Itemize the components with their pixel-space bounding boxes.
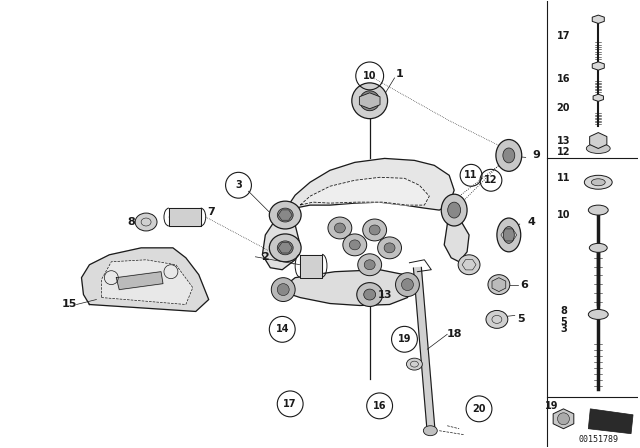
Text: 8: 8 — [560, 306, 567, 316]
Text: 13: 13 — [378, 289, 392, 300]
Ellipse shape — [369, 225, 380, 235]
Ellipse shape — [503, 148, 515, 163]
Circle shape — [401, 279, 413, 291]
Ellipse shape — [277, 241, 293, 255]
Ellipse shape — [269, 201, 301, 229]
Text: 1: 1 — [396, 69, 403, 79]
Ellipse shape — [358, 254, 381, 276]
Text: 6: 6 — [520, 280, 527, 289]
Ellipse shape — [349, 240, 360, 250]
Text: 16: 16 — [373, 401, 387, 411]
Circle shape — [277, 284, 289, 296]
Ellipse shape — [588, 310, 608, 319]
Ellipse shape — [364, 260, 375, 270]
Polygon shape — [588, 409, 633, 434]
Text: 13: 13 — [557, 136, 570, 146]
Polygon shape — [592, 15, 604, 23]
Polygon shape — [116, 271, 163, 289]
Text: 14: 14 — [275, 324, 289, 334]
Text: 9: 9 — [532, 151, 541, 160]
Polygon shape — [589, 133, 607, 148]
Polygon shape — [360, 93, 380, 109]
Ellipse shape — [591, 179, 605, 186]
Polygon shape — [592, 62, 604, 70]
Text: 11: 11 — [557, 173, 570, 183]
Text: 20: 20 — [472, 404, 486, 414]
Ellipse shape — [343, 234, 367, 256]
Ellipse shape — [448, 202, 461, 218]
Ellipse shape — [277, 208, 293, 222]
Polygon shape — [101, 260, 193, 305]
Polygon shape — [593, 94, 604, 101]
Ellipse shape — [356, 283, 383, 306]
Ellipse shape — [269, 234, 301, 262]
Text: 17: 17 — [284, 399, 297, 409]
Text: 00151789: 00151789 — [579, 435, 618, 444]
Circle shape — [360, 91, 380, 111]
Ellipse shape — [363, 219, 387, 241]
Polygon shape — [81, 248, 209, 311]
Text: 3: 3 — [560, 324, 567, 334]
Text: 12: 12 — [557, 147, 570, 157]
Text: 19: 19 — [397, 334, 412, 344]
Ellipse shape — [328, 217, 352, 239]
Polygon shape — [413, 267, 435, 434]
Polygon shape — [300, 255, 322, 278]
Circle shape — [352, 83, 388, 119]
Polygon shape — [278, 270, 415, 306]
Text: 16: 16 — [557, 74, 570, 84]
Ellipse shape — [497, 218, 521, 252]
Text: 5: 5 — [517, 314, 525, 324]
Text: 7: 7 — [207, 207, 214, 217]
Text: 15: 15 — [62, 300, 77, 310]
Ellipse shape — [584, 175, 612, 189]
Text: 17: 17 — [557, 31, 570, 41]
Ellipse shape — [588, 205, 608, 215]
Ellipse shape — [488, 275, 510, 294]
Text: 12: 12 — [484, 175, 498, 185]
Ellipse shape — [496, 139, 522, 171]
Polygon shape — [300, 177, 429, 205]
Ellipse shape — [384, 243, 395, 253]
Ellipse shape — [406, 358, 422, 370]
Ellipse shape — [378, 237, 401, 259]
Ellipse shape — [335, 223, 346, 233]
Text: 10: 10 — [363, 71, 376, 81]
Ellipse shape — [135, 213, 157, 231]
Circle shape — [271, 278, 295, 302]
Polygon shape — [553, 409, 574, 429]
Ellipse shape — [486, 310, 508, 328]
Ellipse shape — [458, 255, 480, 275]
Polygon shape — [169, 208, 201, 226]
Ellipse shape — [589, 243, 607, 252]
Ellipse shape — [503, 227, 515, 243]
Circle shape — [396, 273, 419, 297]
Polygon shape — [492, 278, 506, 292]
Text: 4: 4 — [528, 217, 536, 227]
Text: 19: 19 — [545, 401, 558, 411]
Ellipse shape — [423, 426, 437, 435]
Text: 10: 10 — [557, 210, 570, 220]
Ellipse shape — [441, 194, 467, 226]
Text: 18: 18 — [447, 329, 462, 339]
Text: 5: 5 — [560, 317, 567, 327]
Text: 2: 2 — [262, 252, 269, 262]
Text: 20: 20 — [557, 103, 570, 113]
Ellipse shape — [364, 289, 376, 300]
Polygon shape — [262, 210, 300, 270]
Ellipse shape — [586, 143, 610, 154]
Circle shape — [557, 413, 570, 425]
Polygon shape — [444, 205, 469, 262]
Text: 3: 3 — [235, 180, 242, 190]
Text: 8: 8 — [127, 217, 135, 227]
Polygon shape — [285, 159, 454, 210]
Text: 11: 11 — [464, 170, 478, 180]
